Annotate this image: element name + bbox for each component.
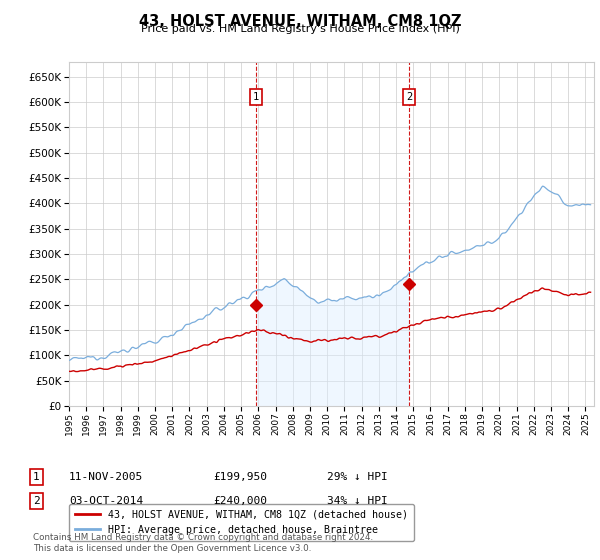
Text: 43, HOLST AVENUE, WITHAM, CM8 1QZ: 43, HOLST AVENUE, WITHAM, CM8 1QZ [139,14,461,29]
Text: 2: 2 [33,496,40,506]
Text: 03-OCT-2014: 03-OCT-2014 [69,496,143,506]
Text: 34% ↓ HPI: 34% ↓ HPI [327,496,388,506]
Text: 11-NOV-2005: 11-NOV-2005 [69,472,143,482]
Text: £199,950: £199,950 [213,472,267,482]
Text: Contains HM Land Registry data © Crown copyright and database right 2024.
This d: Contains HM Land Registry data © Crown c… [33,533,373,553]
Text: £240,000: £240,000 [213,496,267,506]
Legend: 43, HOLST AVENUE, WITHAM, CM8 1QZ (detached house), HPI: Average price, detached: 43, HOLST AVENUE, WITHAM, CM8 1QZ (detac… [69,504,414,541]
Text: 29% ↓ HPI: 29% ↓ HPI [327,472,388,482]
Text: 2: 2 [406,92,412,102]
Text: 1: 1 [253,92,259,102]
Text: 1: 1 [33,472,40,482]
Text: Price paid vs. HM Land Registry's House Price Index (HPI): Price paid vs. HM Land Registry's House … [140,24,460,34]
